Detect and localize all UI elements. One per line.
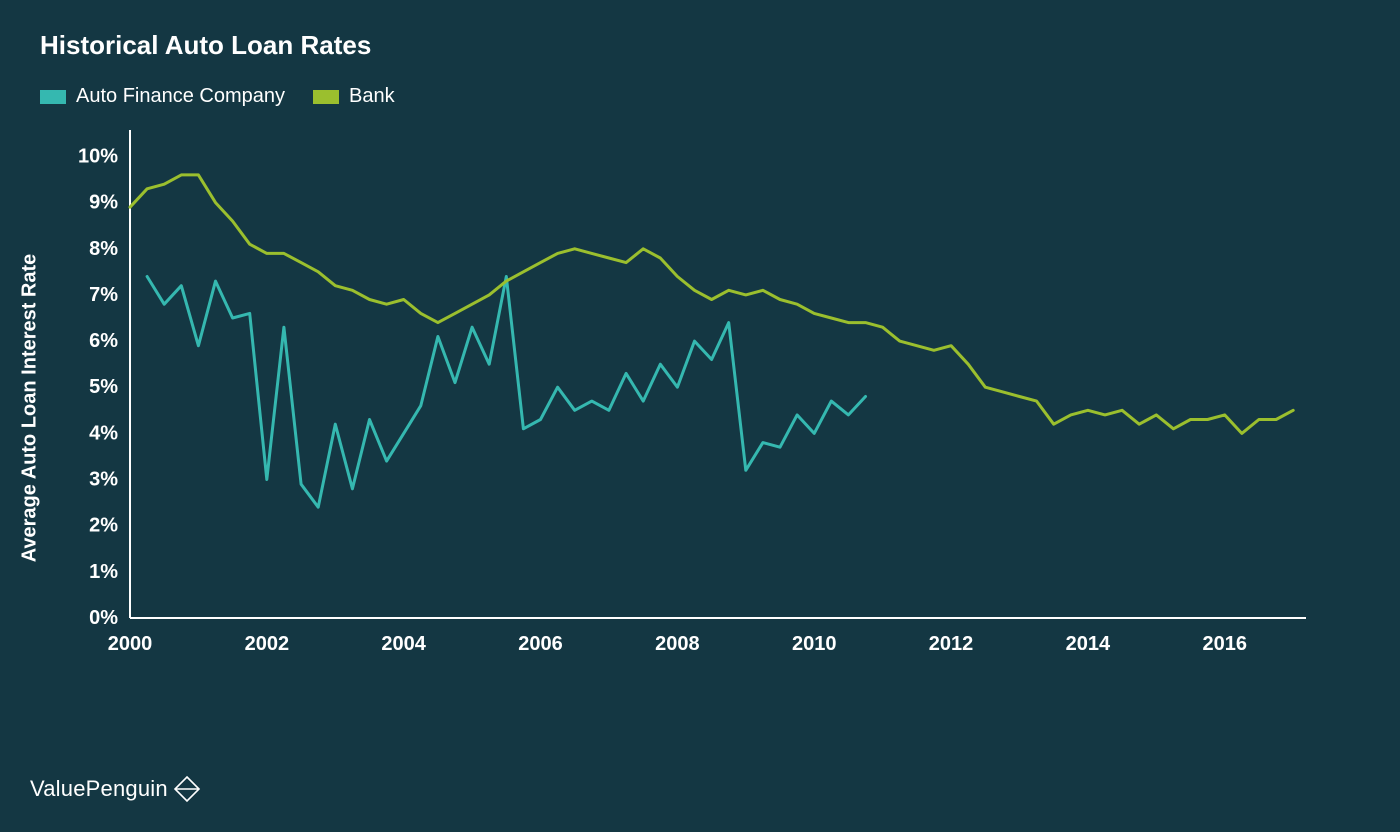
x-tick-label: 2008 [655, 633, 700, 655]
y-tick-label: 10% [78, 145, 118, 167]
y-tick-label: 9% [89, 192, 118, 214]
y-tick-label: 5% [89, 376, 118, 398]
chart-container: Historical Auto Loan Rates Auto Finance … [0, 0, 1400, 832]
x-tick-label: 2012 [929, 633, 974, 655]
legend-swatch [40, 90, 66, 104]
series-line [130, 175, 1293, 434]
chart-area: Average Auto Loan Interest Rate 0%1%2%3%… [40, 118, 1360, 698]
y-axis-label: Average Auto Loan Interest Rate [19, 254, 42, 563]
x-tick-label: 2000 [108, 633, 153, 655]
y-tick-label: 2% [89, 515, 118, 537]
legend-item: Auto Finance Company [40, 85, 285, 108]
y-tick-label: 6% [89, 330, 118, 352]
legend-swatch [313, 90, 339, 104]
penguin-icon [172, 774, 202, 804]
line-chart-svg: 0% 1% 2% 3% 4% 5% 6% 7% 8% 9% 10% 2000 2002 2004 2006 2… [40, 118, 1320, 698]
legend-label: Bank [349, 85, 395, 108]
y-tick-label: 1% [89, 561, 118, 583]
brand-footer: ValuePenguin [30, 774, 202, 804]
legend: Auto Finance Company Bank [40, 85, 1360, 108]
y-tick-label: 7% [89, 284, 118, 306]
legend-item: Bank [313, 85, 395, 108]
y-tick-label: 0% [89, 607, 118, 629]
x-tick-label: 2010 [792, 633, 837, 655]
x-tick-label: 2016 [1202, 633, 1247, 655]
legend-label: Auto Finance Company [76, 85, 285, 108]
series-line [147, 277, 865, 508]
y-tick-label: 4% [89, 422, 118, 444]
y-tick-label: 3% [89, 469, 118, 491]
x-tick-label: 2002 [245, 633, 290, 655]
brand-name: ValuePenguin [30, 776, 168, 802]
x-tick-label: 2014 [1066, 633, 1111, 655]
x-tick-label: 2006 [518, 633, 563, 655]
y-tick-label: 8% [89, 238, 118, 260]
chart-title: Historical Auto Loan Rates [40, 30, 1360, 61]
x-tick-label: 2004 [381, 633, 426, 655]
